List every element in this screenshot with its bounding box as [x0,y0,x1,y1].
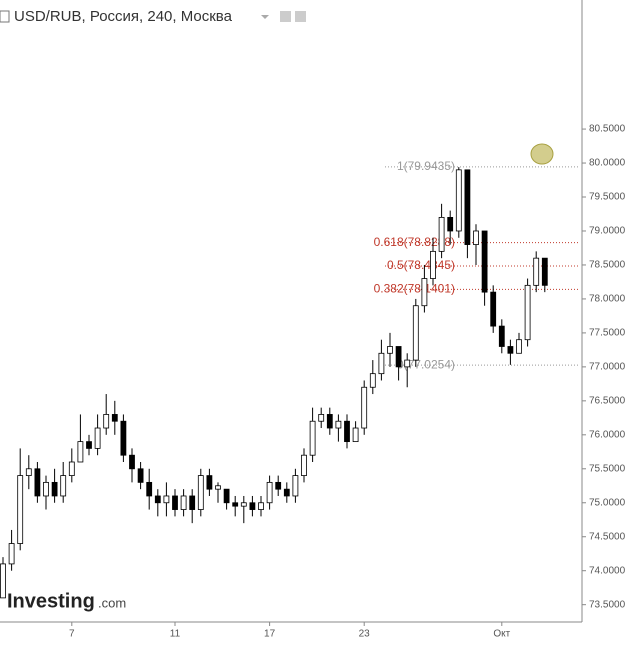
candle-body [301,454,307,476]
candle-body [129,454,135,470]
candle-body [249,502,256,510]
fib-label: 1(79.9435) [397,159,455,173]
candle-body [344,420,350,443]
candle-body [172,495,178,510]
candle-body [154,495,161,504]
candle-body [189,495,196,510]
candle-body [68,461,75,476]
candle-body [395,346,402,368]
candle-body [473,230,479,245]
candle-body [421,278,428,307]
candle-body [369,373,376,388]
candle-body [163,495,170,504]
candle-body [266,481,273,504]
x-tick-label: 23 [359,629,371,640]
candle-body [137,468,144,483]
candle-body [111,414,118,422]
y-tick-label: 76.0000 [589,429,626,440]
x-tick-label: 17 [264,629,276,640]
candle-body [103,414,110,429]
candle-body [455,169,462,232]
logo: Investing [7,590,95,612]
candle-body [206,475,213,490]
candle-body [335,420,342,429]
candle-body [404,359,411,368]
highlight [530,143,554,165]
y-tick-label: 77.0000 [589,362,626,373]
y-tick-label: 80.0000 [589,158,626,169]
menu-icon[interactable] [0,10,10,23]
settings-icon[interactable] [280,11,291,22]
chart-title: USD/RUB, Россия, 240, Москва [14,8,233,25]
y-tick-label: 76.5000 [589,395,626,406]
y-tick-label: 78.0000 [589,294,626,305]
candle-body [94,427,101,449]
candle-body [215,485,221,490]
candle-body [292,475,299,497]
y-tick-label: 80.5000 [589,124,626,135]
candle-body [34,468,41,497]
candle-body [25,468,32,476]
y-tick-label: 75.5000 [589,463,626,474]
candle-body [524,284,531,341]
candle-body [232,502,239,507]
candle-body [197,475,204,510]
candle-body [430,250,436,279]
candle-body [412,305,419,361]
x-tick-label: 11 [170,629,181,640]
candle-body [498,325,505,347]
candle-body [533,257,540,286]
candle-body [77,441,84,463]
candle-body [318,414,325,422]
fib-label: 0.382(78.1401) [374,282,455,296]
dropdown[interactable] [261,15,269,19]
candle-body [378,352,385,375]
candle-body [309,420,316,456]
candle-body [464,169,471,245]
y-tick-label: 79.0000 [589,226,626,237]
candle-body [447,216,454,232]
candle-body [490,291,497,327]
candle-body [283,488,290,497]
fib-label: 0.618(78.8288) [374,235,455,249]
y-tick-label: 79.5000 [589,192,626,203]
candle-body [516,339,522,354]
candle-body [86,441,92,449]
fib-label: 0.5(78.4845) [387,258,455,272]
candle-body [180,495,187,510]
candle-body [352,427,359,443]
candle-body [43,481,49,497]
candle-body [438,216,445,252]
candle-body [481,230,488,293]
refresh-icon[interactable] [295,11,306,22]
candle-body [507,346,514,354]
candle-body [387,346,393,354]
candle-body [60,475,67,497]
x-tick-label: 7 [69,629,75,640]
candle-body [51,481,58,497]
y-tick-label: 78.5000 [589,260,626,271]
candle-body [326,414,333,429]
candle-body [361,386,368,429]
y-tick-label: 75.0000 [589,497,626,508]
y-tick-label: 73.5000 [589,599,626,610]
candle-body [120,420,127,456]
candle-body [0,563,6,599]
x-tick-label: Окт [493,629,510,640]
fib-label: 0(77.0254) [397,357,455,371]
candle-body [223,488,230,504]
candle-body [240,502,247,507]
candle-body [8,543,15,565]
candle-body [541,257,548,286]
logo-suffix: .com [98,595,126,610]
y-tick-label: 74.0000 [589,565,626,576]
y-tick-label: 77.5000 [589,328,626,339]
candle-body [146,481,153,497]
candle-body [17,475,24,544]
y-tick-label: 74.5000 [589,531,626,542]
candle-body [275,481,282,490]
candle-body [258,502,264,510]
